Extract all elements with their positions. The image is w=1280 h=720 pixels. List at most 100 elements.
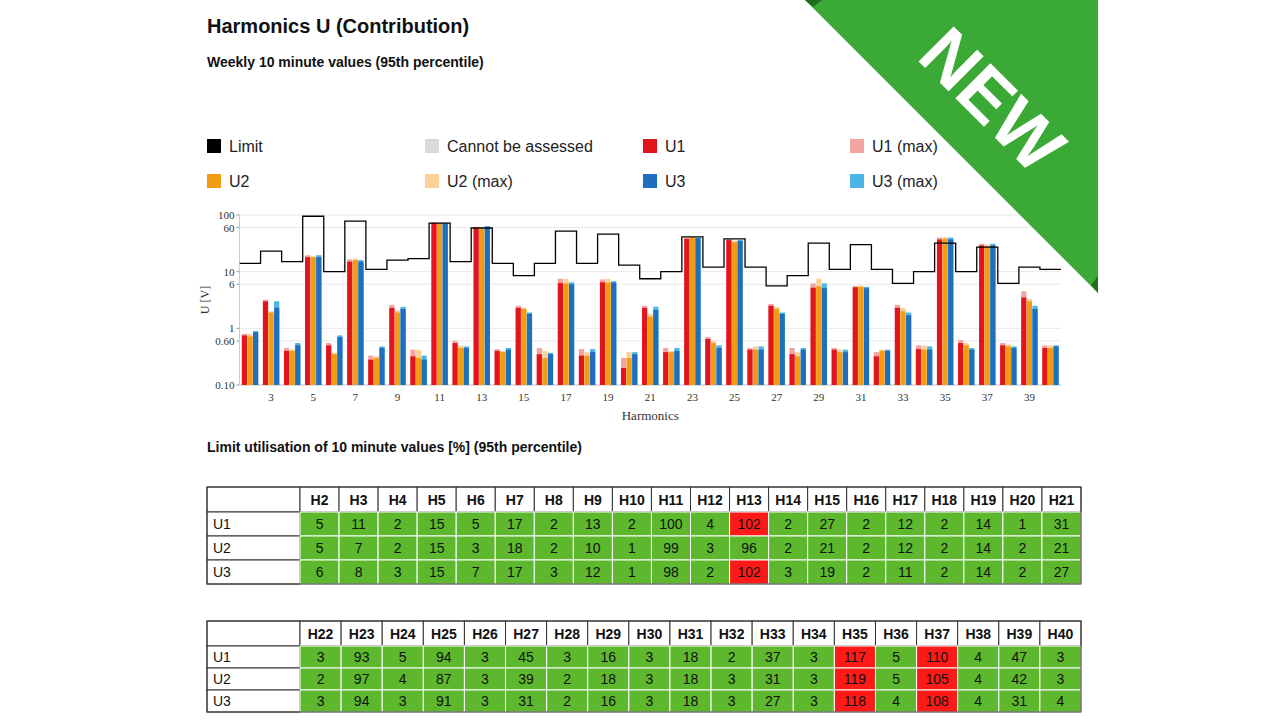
cell-value: 5 bbox=[892, 649, 900, 665]
bar bbox=[632, 354, 637, 385]
bar bbox=[969, 348, 974, 385]
cell-value: 31 bbox=[518, 693, 534, 709]
cell-value: 39 bbox=[518, 671, 534, 687]
value-cell bbox=[464, 668, 505, 690]
header-cell bbox=[964, 487, 1003, 512]
table-corner bbox=[207, 621, 300, 646]
value-cell bbox=[769, 512, 808, 536]
bar bbox=[695, 238, 700, 385]
bar bbox=[358, 262, 363, 385]
bar bbox=[738, 241, 743, 385]
header-label: H6 bbox=[467, 492, 485, 508]
bar bbox=[716, 348, 721, 385]
bar bbox=[816, 279, 821, 385]
bar bbox=[537, 348, 542, 385]
cell-value: 96 bbox=[741, 540, 757, 556]
bar bbox=[495, 351, 500, 385]
value-cell bbox=[1040, 646, 1081, 668]
bar bbox=[811, 283, 816, 385]
value-cell bbox=[711, 668, 752, 690]
bar bbox=[726, 240, 731, 385]
cell-value: 102 bbox=[737, 564, 761, 580]
bar bbox=[906, 313, 911, 385]
header-cell bbox=[417, 487, 456, 512]
cell-value: 45 bbox=[518, 649, 534, 665]
bar bbox=[1000, 345, 1005, 385]
header-cell bbox=[958, 621, 999, 646]
utilisation-table: H22H23H24H25H26H27H28H29H30H31H32H33H34H… bbox=[207, 621, 1081, 712]
value-cell bbox=[382, 646, 423, 668]
bar bbox=[368, 360, 373, 385]
bar bbox=[837, 352, 842, 385]
bar bbox=[464, 348, 469, 385]
value-cell bbox=[506, 690, 547, 712]
bar bbox=[332, 354, 337, 385]
cell-value: 4 bbox=[399, 671, 407, 687]
y-axis: 0.100.60161060100 bbox=[215, 209, 1061, 391]
header-cell bbox=[834, 621, 875, 646]
bar bbox=[711, 341, 716, 385]
bar bbox=[811, 288, 816, 385]
cell-value: 3 bbox=[645, 671, 653, 687]
value-cell bbox=[547, 668, 588, 690]
header-label: H4 bbox=[389, 492, 407, 508]
value-cell bbox=[495, 512, 534, 536]
legend-label: U2 bbox=[229, 173, 250, 190]
y-tick-label: 0.60 bbox=[215, 335, 235, 347]
header-cell bbox=[378, 487, 417, 512]
legend-label: U3 bbox=[665, 173, 686, 190]
cell-value: 3 bbox=[810, 649, 818, 665]
header-cell bbox=[534, 487, 573, 512]
bar bbox=[732, 242, 737, 385]
bar bbox=[1048, 345, 1053, 385]
bar bbox=[895, 305, 900, 385]
value-cell bbox=[573, 536, 612, 560]
header-cell bbox=[300, 621, 341, 646]
header-cell bbox=[999, 621, 1040, 646]
header-label: H32 bbox=[719, 626, 745, 642]
bar bbox=[500, 351, 505, 385]
cell-value: 118 bbox=[844, 693, 867, 709]
bar bbox=[711, 343, 716, 385]
value-cell bbox=[588, 690, 629, 712]
value-cell bbox=[300, 512, 339, 536]
header-cell bbox=[339, 487, 378, 512]
bar bbox=[858, 287, 863, 385]
value-cell bbox=[629, 646, 670, 668]
cell-value: 2 bbox=[940, 516, 948, 532]
header-cell bbox=[808, 487, 847, 512]
value-cell bbox=[834, 690, 875, 712]
bar bbox=[537, 354, 542, 385]
bar bbox=[705, 337, 710, 385]
bar bbox=[958, 340, 963, 385]
cell-value: 3 bbox=[481, 693, 489, 709]
x-tick-label: 37 bbox=[982, 391, 994, 403]
row-label: U1 bbox=[213, 649, 231, 665]
bar bbox=[521, 308, 526, 385]
bar bbox=[479, 229, 484, 385]
bar bbox=[410, 350, 415, 385]
bar bbox=[316, 255, 321, 385]
value-cell bbox=[423, 668, 464, 690]
value-cell bbox=[917, 646, 958, 668]
x-tick-label: 31 bbox=[855, 391, 866, 403]
bar bbox=[379, 346, 384, 385]
bar bbox=[606, 283, 611, 385]
value-cell bbox=[423, 646, 464, 668]
row-label: U3 bbox=[213, 564, 231, 580]
legend: LimitCannot be assessedU1U1 (max)U2U2 (m… bbox=[207, 138, 938, 190]
background bbox=[0, 0, 1280, 720]
bar bbox=[431, 223, 436, 385]
bar bbox=[885, 350, 890, 385]
bar bbox=[832, 348, 837, 385]
cell-value: 3 bbox=[810, 671, 818, 687]
header-label: H21 bbox=[1049, 492, 1075, 508]
value-cell bbox=[423, 690, 464, 712]
bar bbox=[795, 352, 800, 385]
bar bbox=[458, 345, 463, 385]
cell-value: 11 bbox=[898, 564, 913, 580]
header-cell bbox=[847, 487, 886, 512]
value-cell bbox=[925, 536, 964, 560]
bar bbox=[274, 301, 279, 385]
cell-value: 14 bbox=[976, 516, 992, 532]
